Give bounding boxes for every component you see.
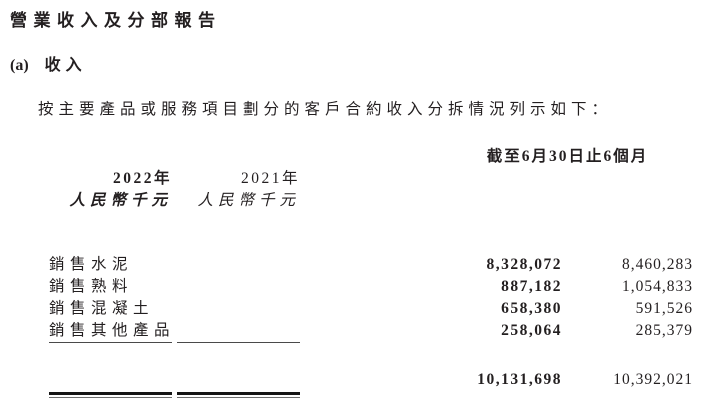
row-value-2021: 591,526: [635, 300, 693, 317]
grand-total-double-rule-row: [0, 392, 712, 398]
row-value-2022: 258,064: [501, 322, 562, 339]
total-value-2022: 10,131,698: [477, 371, 562, 388]
row-label: 銷售熟料: [49, 278, 134, 295]
row-label: 銷售混凝土: [49, 300, 155, 317]
table-unit-header-row: 人民幣千元 人民幣千元: [0, 190, 712, 212]
period-header: 截至6月30日止6個月: [486, 148, 649, 165]
row-value-2021: 8,460,283: [622, 256, 693, 273]
section-label: 收入: [44, 57, 87, 74]
row-label: 銷售其他產品: [49, 322, 176, 339]
unit-header-2022: 人民幣千元: [69, 192, 172, 209]
subtotal-rule-2022: [49, 342, 172, 343]
rule-total-spacer: [0, 343, 712, 369]
total-value-2021: 10,392,021: [613, 371, 693, 388]
column-header-2021: 2021年: [240, 170, 300, 187]
total-row: 10,131,698 10,392,021: [0, 369, 712, 391]
double-rule-2021: [177, 392, 300, 398]
row-label: 銷售水泥: [49, 256, 134, 273]
table-row: 銷售混凝土 658,380 591,526: [0, 298, 712, 320]
row-value-2022: 658,380: [501, 300, 562, 317]
double-rule-2022: [49, 392, 172, 398]
intro-text: 按主要產品或服務項目劃分的客戶合約收入分拆情況列示如下：: [38, 101, 613, 118]
table-period-header-row: 截至6月30日止6個月: [0, 146, 712, 168]
unit-header-2021: 人民幣千元: [197, 192, 300, 209]
section-heading: (a) 收入: [10, 56, 87, 76]
row-value-2022: 887,182: [501, 278, 562, 295]
table-row: 銷售熟料 887,182 1,054,833: [0, 276, 712, 298]
column-header-2022: 2022年: [112, 170, 172, 187]
section-prefix: (a): [10, 57, 29, 74]
table-row: 銷售水泥 8,328,072 8,460,283: [0, 254, 712, 276]
row-value-2021: 1,054,833: [622, 278, 693, 295]
page-title: 營業收入及分部報告: [10, 11, 222, 30]
subtotal-rule-row: [0, 342, 712, 343]
subtotal-rule-2021: [177, 342, 300, 343]
row-value-2022: 8,328,072: [486, 256, 562, 273]
revenue-table: 截至6月30日止6個月 2022年 2021年 人民幣千元 人民幣千元 銷售水泥…: [0, 146, 712, 398]
table-row: 銷售其他產品 258,064 285,379: [0, 320, 712, 342]
row-value-2021: 285,379: [635, 322, 693, 339]
table-year-header-row: 2022年 2021年: [0, 168, 712, 190]
header-body-spacer: [0, 212, 712, 254]
